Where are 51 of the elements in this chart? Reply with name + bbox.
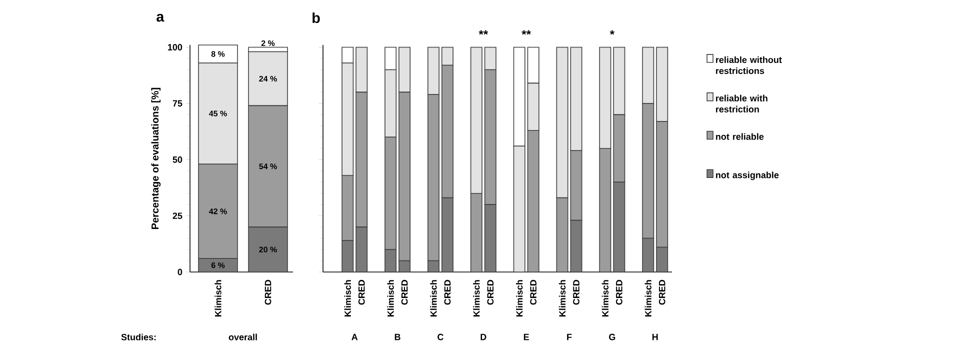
text: A [352,334,358,340]
x-tick-label: Klimisch [558,280,566,316]
y-tick-label: 0 [178,268,182,276]
x-tick-label: CRED [358,280,365,305]
text: B [394,334,400,340]
data-label: 45 % [209,110,227,116]
text: E [524,334,529,340]
x-tick-label: CRED [487,280,494,305]
text: D [480,334,486,340]
y-tick-label: 75 [172,100,182,107]
text: overall [228,334,257,340]
text: H [652,334,658,340]
text: ** [522,30,531,35]
x-tick-label: Klimisch [473,280,480,316]
data-label: 24 % [259,76,277,82]
legend-label: reliable with restriction [716,94,768,112]
x-tick-label: Klimisch [602,280,608,316]
x-tick-label: Klimisch [516,280,523,316]
text: G [609,334,616,340]
x-tick-label: CRED [530,280,536,305]
y-tick-label: 100 [168,44,182,50]
x-tick-label: CRED [264,280,272,305]
data-label: 8 % [211,51,225,57]
x-tick-label: Klimisch [387,280,394,316]
chart-title: b [312,12,320,24]
x-tick-label: Klimisch [214,280,222,316]
legend-label: reliable without restrictions [716,56,782,74]
x-tick-label: CRED [658,280,666,305]
x-tick-label: Klimisch [644,280,652,316]
data-label: 54 % [259,164,277,170]
y-tick-label: 50 [172,156,182,163]
data-label: 20 % [259,246,277,252]
y-tick-label: 25 [172,212,182,220]
x-tick-label: CRED [573,280,580,305]
x-tick-label: Klimisch [344,280,351,316]
x-tick-label: Klimisch [430,280,437,316]
text: ** [478,30,488,35]
y-axis-title: Percentage of evaluations [%] [151,88,161,229]
data-label: 6 % [211,262,225,268]
text: * [610,30,614,35]
data-label: 42 % [209,208,227,214]
legend-label: not reliable [716,133,764,140]
data-label: 2 % [261,40,275,46]
chart-title: a [156,14,164,22]
text: Studies: [121,334,156,340]
text: F [567,334,572,340]
x-tick-label: CRED [616,280,622,305]
legend-label: not assignable [716,172,779,180]
x-tick-label: CRED [444,280,451,305]
text: C [438,334,444,340]
x-tick-label: CRED [401,280,408,305]
